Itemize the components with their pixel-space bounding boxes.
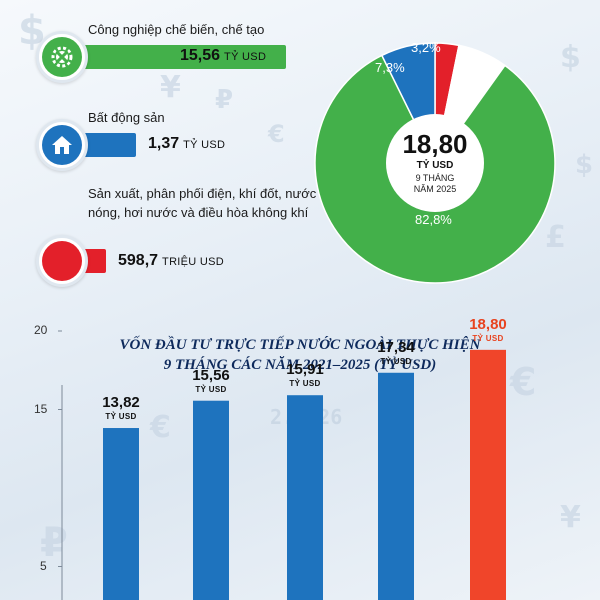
slice-label-blue: 7,3% [375,60,405,75]
bar-value-unit: TỶ USD [380,356,412,366]
sector-value-unit: TỶ USD [224,51,267,63]
sector-icon-frame [36,235,88,287]
sector-value-number: 1,37 [148,135,180,152]
chart-title-line2: 9 THÁNG CÁC NĂM 2021–2025 (TỶ USD) [163,357,437,373]
y-tick-label: 5 [40,558,47,573]
bar-1 [193,400,229,600]
bar-value-unit: TỶ USD [289,379,321,389]
sector-label: Bất động sản [88,110,165,125]
sector-label: Sản xuất, phân phối điện, khí đốt, nước … [88,186,317,220]
sector-value-number: 598,7 [118,252,159,269]
sector-value-number: 15,56 [180,47,221,64]
y-tick-label: 20 [34,323,48,337]
house-icon [42,125,82,165]
bar-value-label: 15,56 TỶ USD [181,367,241,394]
sector-value-unit: TỶ USD [183,139,226,151]
bar-value-unit: TỶ USD [105,412,137,422]
bar-0 [103,428,139,600]
slice-label-red: 3,2% [411,40,441,55]
power-icon [42,241,82,281]
bar-value-unit: TỶ USD [195,384,227,394]
donut-unit: TỶ USD [416,160,454,171]
y-tick-label: 15 [34,401,48,416]
bar-value-number: 15,91 [286,361,324,379]
slice-label-green: 82,8% [415,212,452,227]
bar-value-unit: TỶ USD [472,333,504,343]
bar-value-label: 13,82 TỶ USD [91,394,151,421]
sector-value: 1,37 TỶ USD [148,135,225,153]
bar-3 [378,372,414,600]
bar-value-number: 15,56 [192,366,230,384]
gear-wrench-icon [42,37,82,77]
bar-value-number: 17,34 [377,338,415,356]
bar-value-label: 18,80 TỶ USD [458,316,518,343]
sector-icon-frame [36,119,88,171]
donut-total: 18,80 [402,129,468,159]
sector-value-unit: TRIỆU USD [162,256,225,268]
donut-period: 9 THÁNG NĂM 2025 [413,173,457,194]
donut-center: 18,80 TỶ USD 9 THÁNG NĂM 2025 [386,114,484,212]
sector-bar-manufacturing [70,45,286,69]
sector-icon-frame [36,31,88,83]
chart-title-line1: VỐN ĐẦU TƯ TRỰC TIẾP NƯỚC NGOÀI THỰC HIỆ… [119,337,481,353]
sector-value: 598,7 TRIỆU USD [118,252,224,270]
sector-value: 15,56 TỶ USD [180,47,266,65]
sector-label: Công nghiệp chế biến, chế tạo [88,22,265,37]
bar-4 [470,349,506,600]
bar-2 [287,395,323,600]
bar-value-label: 15,91 TỶ USD [275,361,335,388]
bar-value-number: 18,80 [469,315,507,333]
bar-value-number: 13,82 [102,394,140,412]
bar-value-label: 17,34 TỶ USD [366,339,426,366]
